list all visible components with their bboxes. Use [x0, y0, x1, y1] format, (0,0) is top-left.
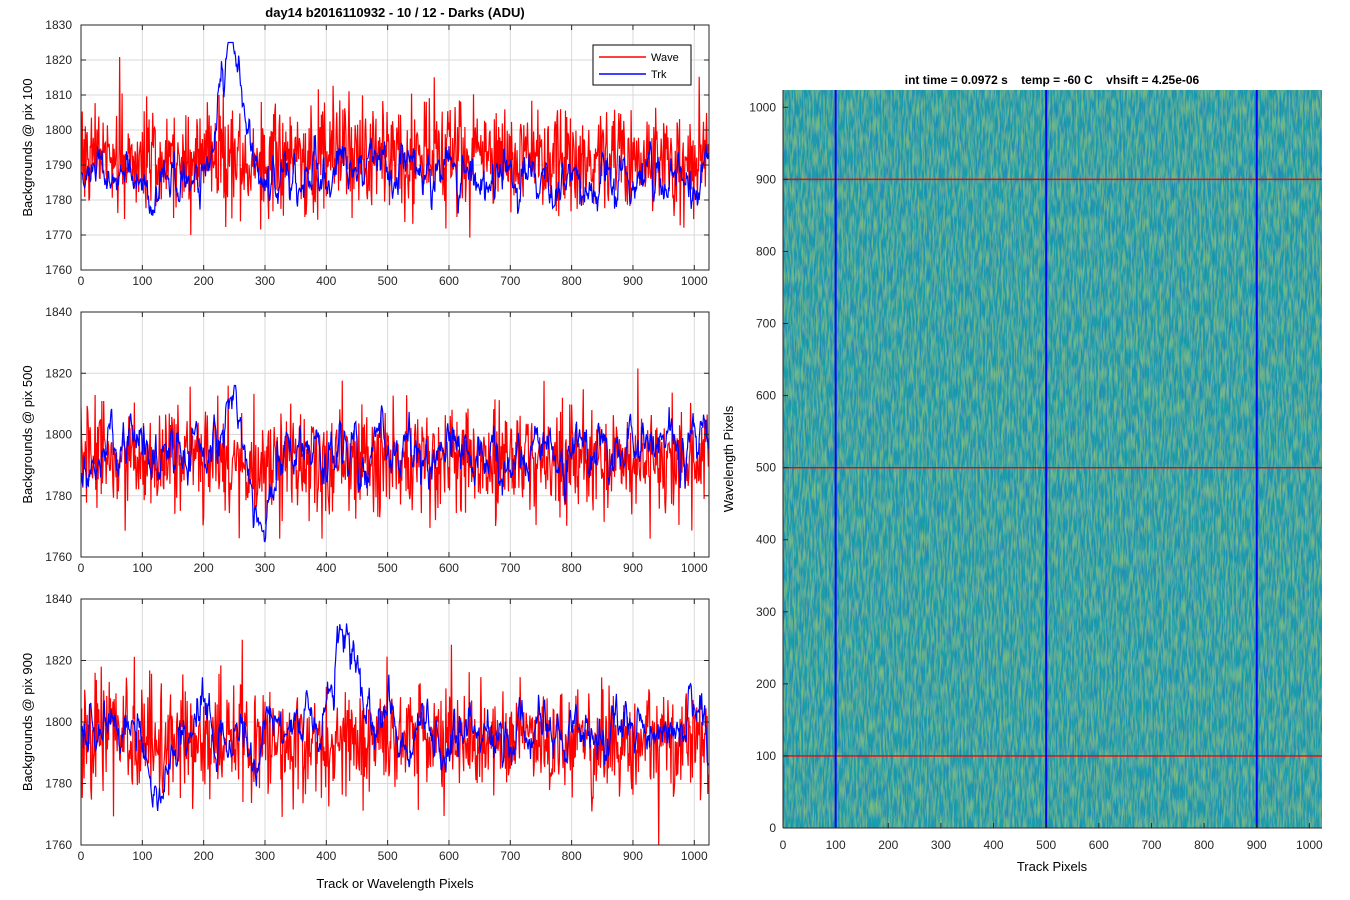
heatmap-image: [783, 90, 1322, 828]
x-tick-label: 600: [439, 849, 459, 863]
y-tick-label: 1790: [45, 158, 72, 172]
line-subplot-pix-900: 0 100 200 300 400 500 600 700 800 900 1000 1760 1780…: [20, 592, 710, 863]
x-tick-label: 600: [439, 274, 459, 288]
heatmap-y-tick-label: 300: [756, 605, 776, 619]
x-tick-label: 300: [255, 561, 275, 575]
series-line-trk: [81, 384, 709, 543]
x-tick-label: 400: [316, 274, 336, 288]
y-tick-label: 1810: [45, 88, 72, 102]
y-tick-label: 1780: [45, 777, 72, 791]
y-tick-label: 1770: [45, 228, 72, 242]
x-tick-label: 200: [194, 274, 214, 288]
heatmap-y-tick-label: 1000: [749, 100, 776, 114]
heatmap-x-tick-label: 700: [1141, 838, 1161, 852]
x-tick-label: 900: [623, 561, 643, 575]
x-tick-label: 500: [378, 849, 398, 863]
x-tick-label: 100: [132, 561, 152, 575]
x-tick-label: 100: [132, 849, 152, 863]
x-tick-label: 400: [316, 561, 336, 575]
x-tick-label: 1000: [681, 274, 708, 288]
heatmap-x-tick-label: 1000: [1296, 838, 1323, 852]
x-tick-label: 900: [623, 274, 643, 288]
x-tick-label: 100: [132, 274, 152, 288]
x-tick-label: 1000: [681, 561, 708, 575]
x-tick-label: 0: [78, 274, 85, 288]
heatmap-x-tick-label: 100: [826, 838, 846, 852]
y-axis-label: Backgrounds @ pix 900: [20, 653, 35, 791]
x-tick-label: 700: [500, 274, 520, 288]
x-tick-label: 700: [500, 849, 520, 863]
x-tick-label: 300: [255, 274, 275, 288]
y-tick-label: 1760: [45, 838, 72, 852]
x-tick-label: 200: [194, 849, 214, 863]
y-tick-label: 1820: [45, 654, 72, 668]
heatmap-y-tick-label: 700: [756, 317, 776, 331]
legend-label-wave: Wave: [651, 52, 679, 64]
x-tick-label: 800: [562, 274, 582, 288]
heatmap-y-tick-label: 600: [756, 389, 776, 403]
y-axis-label: Backgrounds @ pix 500: [20, 365, 35, 503]
x-tick-label: 300: [255, 849, 275, 863]
x-tick-label: 800: [562, 561, 582, 575]
y-tick-label: 1760: [45, 263, 72, 277]
legend: Wave Trk: [592, 44, 692, 86]
x-tick-label: 200: [194, 561, 214, 575]
y-tick-label: 1800: [45, 715, 72, 729]
x-tick-label: 400: [316, 849, 336, 863]
heatmap-x-tick-label: 900: [1247, 838, 1267, 852]
x-tick-label: 0: [78, 849, 85, 863]
x-tick-label: 600: [439, 561, 459, 575]
x-tick-label: 500: [378, 561, 398, 575]
heatmap-x-tick-label: 800: [1194, 838, 1214, 852]
y-tick-label: 1780: [45, 193, 72, 207]
heatmap-y-tick-label: 400: [756, 533, 776, 547]
heatmap-y-tick-label: 200: [756, 677, 776, 691]
y-tick-label: 1840: [45, 305, 72, 319]
y-tick-label: 1760: [45, 550, 72, 564]
heatmap-x-label: Track Pixels: [1017, 859, 1088, 874]
heatmap-y-label: Wavelength Pixels: [721, 405, 736, 512]
y-axis-label: Backgrounds @ pix 100: [20, 78, 35, 216]
y-tick-label: 1820: [45, 366, 72, 380]
heatmap-title: int time = 0.0972 s temp = -60 C vhsift …: [905, 73, 1200, 87]
x-tick-label: 900: [623, 849, 643, 863]
heatmap-x-tick-label: 0: [780, 838, 787, 852]
series-line-wave: [81, 639, 709, 845]
axes-frame: [80, 24, 710, 271]
figure-title: day14 b2016110932 - 10 / 12 - Darks (ADU…: [265, 5, 524, 20]
y-tick-label: 1840: [45, 592, 72, 606]
series-line-trk: [81, 623, 709, 811]
heatmap-y-tick-label: 100: [756, 749, 776, 763]
heatmap-x-tick-label: 200: [878, 838, 898, 852]
x-tick-label: 0: [78, 561, 85, 575]
x-tick-label: 700: [500, 561, 520, 575]
x-tick-label: 1000: [681, 849, 708, 863]
y-tick-label: 1800: [45, 123, 72, 137]
line-subplot-pix-500: 0 100 200 300 400 500 600 700 800 900 1000 1760 1780…: [20, 305, 710, 575]
heatmap-x-tick-label: 400: [984, 838, 1004, 852]
heatmap-y-tick-label: 0: [769, 821, 776, 835]
series-line-wave: [81, 57, 709, 238]
series-line-wave: [81, 368, 709, 539]
y-tick-label: 1820: [45, 53, 72, 67]
heatmap-x-tick-label: 600: [1089, 838, 1109, 852]
legend-box: [592, 44, 692, 86]
heatmap-x-tick-label: 300: [931, 838, 951, 852]
x-tick-label: 800: [562, 849, 582, 863]
x-axis-label-left: Track or Wavelength Pixels: [316, 876, 474, 891]
y-tick-label: 1800: [45, 428, 72, 442]
x-tick-label: 500: [378, 274, 398, 288]
heatmap-y-tick-label: 800: [756, 244, 776, 258]
heatmap-x-tick-label: 500: [1036, 838, 1056, 852]
heatmap-y-tick-label: 900: [756, 172, 776, 186]
heatmap-y-tick-label: 500: [756, 461, 776, 475]
series-line-trk: [81, 41, 709, 216]
legend-label-trk: Trk: [651, 69, 667, 81]
y-tick-label: 1830: [45, 18, 72, 32]
heatmap-subplot: int time = 0.0972 s temp = -60 C vhsift …: [721, 73, 1323, 874]
y-tick-label: 1780: [45, 489, 72, 503]
